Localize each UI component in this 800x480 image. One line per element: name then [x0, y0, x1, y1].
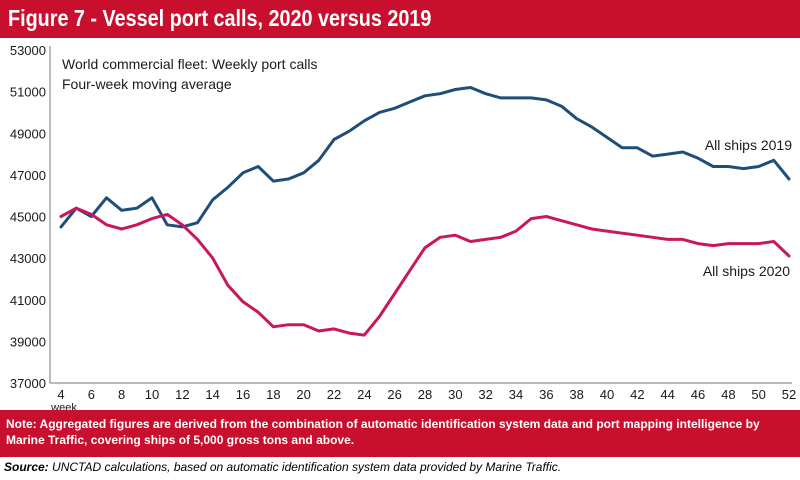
- x-tick-label: 30: [448, 387, 462, 402]
- y-tick-label: 43000: [10, 251, 46, 266]
- line-chart: 37000 39000 41000 43000 45000 47000 49000 51000…: [10, 43, 796, 410]
- x-tick-label: 42: [630, 387, 644, 402]
- x-tick-label: 8: [118, 387, 125, 402]
- x-tick-label: 4: [57, 387, 64, 402]
- y-tick-label: 45000: [10, 210, 46, 225]
- y-tick-label: 51000: [10, 85, 46, 100]
- series-lines: [59, 86, 791, 337]
- x-tick-label: 14: [205, 387, 219, 402]
- y-axis-tick-labels: 37000 39000 41000 43000 45000 47000 49000 51000…: [10, 43, 46, 391]
- chart-annotation-line-2: Four-week moving average: [62, 76, 232, 92]
- figure-title: Figure 7 - Vessel port calls, 2020 versu…: [8, 5, 432, 31]
- note-bar: Note: Aggregated figures are derived fro…: [0, 410, 800, 457]
- x-tick-label: 44: [660, 387, 674, 402]
- x-tick-label: 10: [145, 387, 159, 402]
- x-tick-label: 40: [600, 387, 614, 402]
- series-label-2020: All ships 2020: [703, 263, 790, 279]
- source-line: Source: UNCTAD calculations, based on au…: [4, 460, 561, 474]
- x-tick-label: 52: [782, 387, 796, 402]
- y-tick-label: 53000: [10, 43, 46, 58]
- x-tick-label: 36: [539, 387, 553, 402]
- series-line-2020: [59, 206, 791, 337]
- x-tick-label: 48: [721, 387, 735, 402]
- x-tick-label: 6: [88, 387, 95, 402]
- x-axis-label: week: [50, 402, 77, 410]
- y-tick-label: 49000: [10, 126, 46, 141]
- chart-annotation-line-1: World commercial fleet: Weekly port call…: [62, 56, 317, 72]
- source-text: UNCTAD calculations, based on automatic …: [48, 460, 562, 474]
- note-text: Note: Aggregated figures are derived fro…: [6, 417, 760, 447]
- y-tick-label: 47000: [10, 168, 46, 183]
- x-tick-label: 20: [296, 387, 310, 402]
- y-tick-label: 37000: [10, 376, 46, 391]
- axes: [49, 46, 792, 384]
- x-tick-label: 12: [175, 387, 189, 402]
- x-axis-tick-labels: 4 6 8 10 12 14 16 18 20 22 24 26 28 30 32 34 36 38 40 42 44 4…: [57, 387, 796, 402]
- x-tick-label: 26: [387, 387, 401, 402]
- x-tick-label: 50: [751, 387, 765, 402]
- source-label: Source:: [4, 460, 49, 474]
- x-tick-label: 16: [236, 387, 250, 402]
- series-line-2019: [59, 86, 791, 229]
- x-tick-label: 34: [509, 387, 523, 402]
- x-tick-label: 24: [357, 387, 371, 402]
- y-tick-label: 41000: [10, 293, 46, 308]
- x-tick-label: 46: [691, 387, 705, 402]
- x-tick-label: 38: [569, 387, 583, 402]
- x-tick-label: 22: [327, 387, 341, 402]
- title-bar: Figure 7 - Vessel port calls, 2020 versu…: [0, 0, 800, 38]
- x-tick-label: 18: [266, 387, 280, 402]
- x-tick-label: 32: [478, 387, 492, 402]
- y-tick-label: 39000: [10, 334, 46, 349]
- x-tick-label: 28: [418, 387, 432, 402]
- plot-area: 37000 39000 41000 43000 45000 47000 49000 51000…: [0, 38, 800, 410]
- series-label-2019: All ships 2019: [705, 137, 792, 153]
